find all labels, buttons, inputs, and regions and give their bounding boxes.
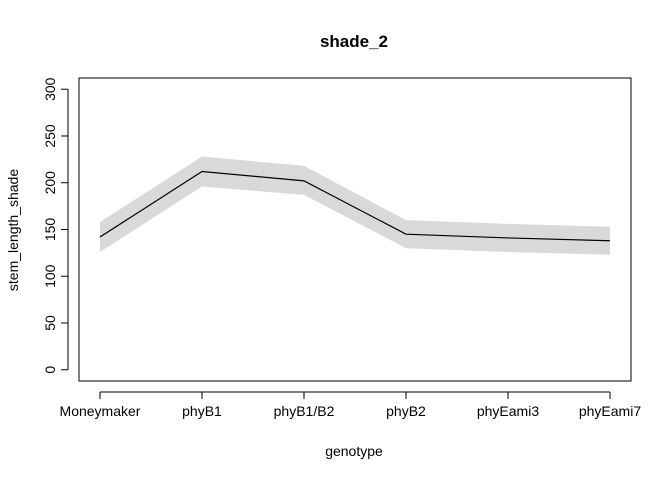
confidence-band [100, 156, 610, 255]
y-tick-label: 50 [42, 315, 58, 331]
y-axis: 0 50 100 150 200 250 300 [42, 77, 69, 374]
y-tick-label: 200 [42, 171, 58, 195]
y-tick-label: 150 [42, 218, 58, 242]
x-tick-label: phyEami3 [477, 403, 539, 419]
chart-title: shade_2 [320, 32, 388, 51]
series-line-layer [99, 170, 611, 242]
x-axis: Moneymaker phyB1 phyB1/B2 phyB2 phyEami3 phyE… [60, 391, 641, 419]
x-axis-label: genotype [325, 443, 383, 459]
x-tick-label: phyEami7 [579, 403, 641, 419]
series-line [99, 170, 611, 242]
y-tick-label: 100 [42, 264, 58, 288]
y-tick-label: 0 [42, 366, 58, 374]
x-tick-label: phyB1 [182, 403, 222, 419]
y-tick-label: 250 [42, 124, 58, 148]
y-axis-label: stem_length_shade [5, 169, 21, 291]
plot-frame [78, 77, 632, 382]
ci-band-layer [100, 156, 610, 255]
y-tick-label: 300 [42, 77, 58, 101]
x-tick-label: phyB2 [386, 403, 426, 419]
x-tick-label: Moneymaker [60, 403, 141, 419]
x-tick-label: phyB1/B2 [274, 403, 335, 419]
